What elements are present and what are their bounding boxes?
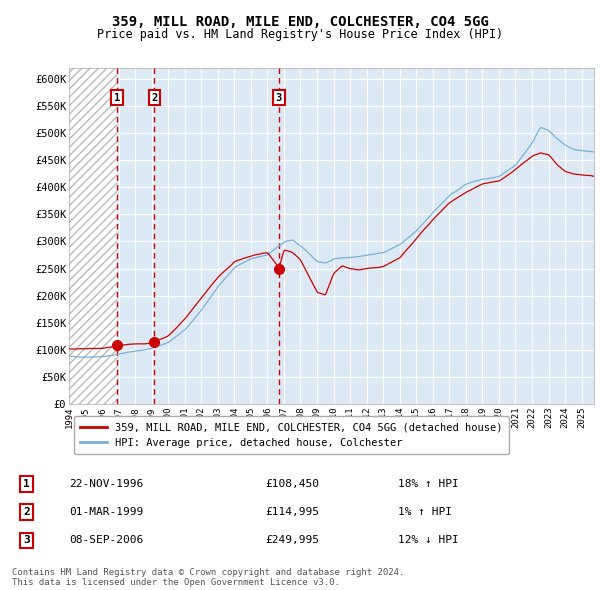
Text: 359, MILL ROAD, MILE END, COLCHESTER, CO4 5GG: 359, MILL ROAD, MILE END, COLCHESTER, CO… xyxy=(112,15,488,29)
Text: 3: 3 xyxy=(23,536,30,545)
Text: 01-MAR-1999: 01-MAR-1999 xyxy=(70,507,144,517)
Text: 3: 3 xyxy=(276,93,282,103)
Text: 1: 1 xyxy=(114,93,120,103)
Text: £108,450: £108,450 xyxy=(265,479,319,489)
Text: 1% ↑ HPI: 1% ↑ HPI xyxy=(398,507,452,517)
Legend: 359, MILL ROAD, MILE END, COLCHESTER, CO4 5GG (detached house), HPI: Average pri: 359, MILL ROAD, MILE END, COLCHESTER, CO… xyxy=(74,417,509,454)
Text: £114,995: £114,995 xyxy=(265,507,319,517)
Text: 2: 2 xyxy=(151,93,158,103)
Text: 12% ↓ HPI: 12% ↓ HPI xyxy=(398,536,458,545)
Bar xyxy=(69,68,117,404)
Text: 1: 1 xyxy=(23,479,30,489)
Text: £249,995: £249,995 xyxy=(265,536,319,545)
Text: 2: 2 xyxy=(23,507,30,517)
Text: Contains HM Land Registry data © Crown copyright and database right 2024.
This d: Contains HM Land Registry data © Crown c… xyxy=(12,568,404,587)
Text: 22-NOV-1996: 22-NOV-1996 xyxy=(70,479,144,489)
Text: 18% ↑ HPI: 18% ↑ HPI xyxy=(398,479,458,489)
Text: Price paid vs. HM Land Registry's House Price Index (HPI): Price paid vs. HM Land Registry's House … xyxy=(97,28,503,41)
Text: 08-SEP-2006: 08-SEP-2006 xyxy=(70,536,144,545)
